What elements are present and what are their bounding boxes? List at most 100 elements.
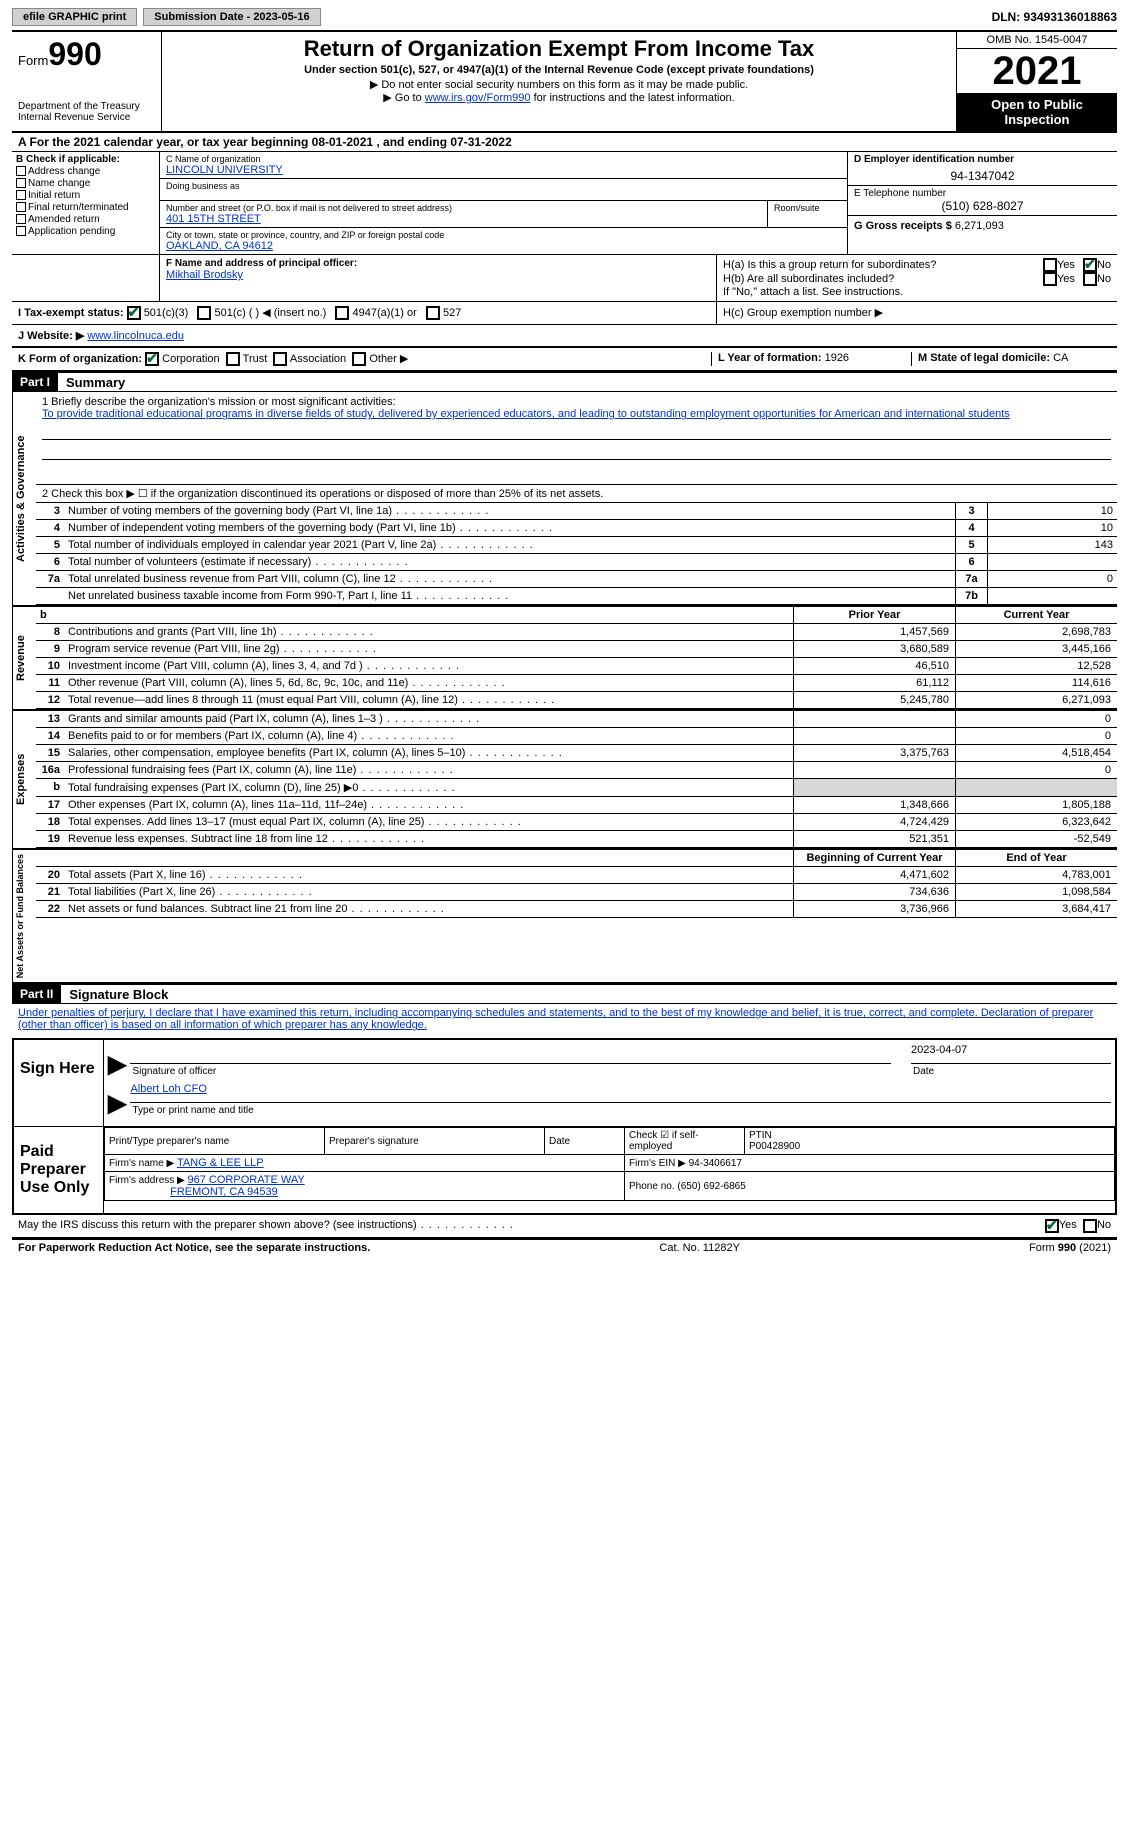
- officer-name-title: Albert Loh CFO: [130, 1083, 1111, 1103]
- firm-name-label: Firm's name ▶: [109, 1158, 174, 1169]
- checkbox-address-change[interactable]: [16, 166, 26, 176]
- hb-no-checkbox[interactable]: [1083, 272, 1097, 286]
- name-title-label: Type or print name and title: [130, 1103, 1111, 1118]
- city-value: OAKLAND, CA 94612: [166, 240, 841, 252]
- ha-no-checkbox[interactable]: [1083, 258, 1097, 272]
- discuss-no-checkbox[interactable]: [1083, 1219, 1097, 1233]
- firm-addr2: FREMONT, CA 94539: [170, 1186, 278, 1198]
- data-row: 22Net assets or fund balances. Subtract …: [36, 901, 1117, 918]
- street-value: 401 15TH STREET: [166, 213, 761, 225]
- data-row: bTotal fundraising expenses (Part IX, co…: [36, 779, 1117, 797]
- open-public-badge: Open to Public Inspection: [957, 93, 1117, 131]
- firm-name: TANG & LEE LLP: [177, 1157, 264, 1169]
- ein-value: 94-1347042: [854, 169, 1111, 183]
- data-row: 12Total revenue—add lines 8 through 11 (…: [36, 692, 1117, 709]
- prior-year-header: Prior Year: [793, 607, 955, 623]
- 501c-checkbox[interactable]: [197, 306, 211, 320]
- check-self-label: Check ☑ if self-employed: [625, 1128, 745, 1155]
- 4947-checkbox[interactable]: [335, 306, 349, 320]
- expenses-label: Expenses: [12, 711, 36, 848]
- part1-header: Part I: [12, 373, 58, 391]
- sig-date: 2023-04-07: [911, 1044, 1111, 1064]
- hb-label: H(b) Are all subordinates included?: [723, 273, 1043, 285]
- assoc-checkbox[interactable]: [273, 352, 287, 366]
- line1-label: 1 Briefly describe the organization's mi…: [42, 396, 1111, 408]
- cat-number: Cat. No. 11282Y: [659, 1242, 740, 1254]
- hb-yes-checkbox[interactable]: [1043, 272, 1057, 286]
- 527-checkbox[interactable]: [426, 306, 440, 320]
- state-domicile-value: CA: [1053, 352, 1068, 364]
- officer-label: F Name and address of principal officer:: [166, 258, 710, 269]
- checkbox-amended[interactable]: [16, 214, 26, 224]
- hc-label: H(c) Group exemption number ▶: [723, 307, 883, 319]
- begin-year-header: Beginning of Current Year: [793, 850, 955, 866]
- line2-text: 2 Check this box ▶ ☐ if the organization…: [36, 485, 1117, 503]
- phone-label: E Telephone number: [854, 188, 1111, 199]
- data-row: 19Revenue less expenses. Subtract line 1…: [36, 831, 1117, 848]
- note-ssn: ▶ Do not enter social security numbers o…: [170, 78, 948, 91]
- ein-label: D Employer identification number: [854, 154, 1111, 165]
- summary-row: 3Number of voting members of the governi…: [36, 503, 1117, 520]
- section-b: B Check if applicable: Address change Na…: [12, 152, 160, 254]
- omb-number: OMB No. 1545-0047: [957, 32, 1117, 49]
- prep-phone-label: Phone no.: [629, 1181, 675, 1192]
- other-checkbox[interactable]: [352, 352, 366, 366]
- ha-yes-checkbox[interactable]: [1043, 258, 1057, 272]
- form-number: 990: [48, 36, 101, 72]
- summary-row: 4Number of independent voting members of…: [36, 520, 1117, 537]
- website-value[interactable]: www.lincolnuca.edu: [87, 330, 184, 342]
- data-row: 15Salaries, other compensation, employee…: [36, 745, 1117, 762]
- discuss-yes-checkbox[interactable]: [1045, 1219, 1059, 1233]
- part2-title: Signature Block: [61, 987, 168, 1002]
- summary-row: 5Total number of individuals employed in…: [36, 537, 1117, 554]
- data-row: 13Grants and similar amounts paid (Part …: [36, 711, 1117, 728]
- line-a-tax-year: A For the 2021 calendar year, or tax yea…: [12, 133, 1117, 152]
- room-label: Room/suite: [774, 203, 841, 213]
- arrow-icon-2: ▶: [108, 1089, 126, 1118]
- firm-addr-label: Firm's address ▶: [109, 1175, 185, 1186]
- form-title: Return of Organization Exempt From Incom…: [170, 36, 948, 62]
- data-row: 9Program service revenue (Part VIII, lin…: [36, 641, 1117, 658]
- org-name: LINCOLN UNIVERSITY: [166, 164, 841, 176]
- col-b-header: b: [36, 607, 64, 623]
- efile-print-button[interactable]: efile GRAPHIC print: [12, 8, 137, 26]
- checkbox-final-return[interactable]: [16, 202, 26, 212]
- checkbox-application-pending[interactable]: [16, 226, 26, 236]
- data-row: 18Total expenses. Add lines 13–17 (must …: [36, 814, 1117, 831]
- discuss-text: May the IRS discuss this return with the…: [18, 1219, 1045, 1233]
- submission-date-button[interactable]: Submission Date - 2023-05-16: [143, 8, 320, 26]
- end-year-header: End of Year: [955, 850, 1117, 866]
- part2-header: Part II: [12, 985, 61, 1003]
- data-row: 21Total liabilities (Part X, line 26)734…: [36, 884, 1117, 901]
- checkbox-initial-return[interactable]: [16, 190, 26, 200]
- firm-ein: 94-3406617: [689, 1158, 742, 1169]
- governance-label: Activities & Governance: [12, 392, 36, 605]
- street-label: Number and street (or P.O. box if mail i…: [166, 203, 761, 213]
- city-label: City or town, state or province, country…: [166, 230, 841, 240]
- tax-exempt-label: I Tax-exempt status:: [18, 307, 124, 319]
- year-formation-label: L Year of formation:: [718, 352, 822, 364]
- irs-link[interactable]: www.irs.gov/Form990: [425, 92, 531, 104]
- revenue-label: Revenue: [12, 607, 36, 709]
- tax-year: 2021: [957, 49, 1117, 93]
- paid-preparer-label: Paid Preparer Use Only: [14, 1127, 104, 1213]
- dept-treasury: Department of the Treasury Internal Reve…: [18, 101, 155, 123]
- phone-value: (510) 628-8027: [854, 199, 1111, 213]
- summary-row: Net unrelated business taxable income fr…: [36, 588, 1117, 605]
- dba-label: Doing business as: [166, 181, 841, 191]
- corp-checkbox[interactable]: [145, 352, 159, 366]
- checkbox-name-change[interactable]: [16, 178, 26, 188]
- ptin-value: P00428900: [749, 1141, 800, 1152]
- paperwork-notice: For Paperwork Reduction Act Notice, see …: [18, 1242, 370, 1254]
- 501c3-checkbox[interactable]: [127, 306, 141, 320]
- gross-receipts-label: G Gross receipts $: [854, 220, 952, 232]
- year-formation-value: 1926: [825, 352, 849, 364]
- prep-phone: (650) 692-6865: [677, 1181, 745, 1192]
- firm-ein-label: Firm's EIN ▶: [629, 1158, 686, 1169]
- data-row: 16aProfessional fundraising fees (Part I…: [36, 762, 1117, 779]
- form-org-label: K Form of organization:: [18, 353, 142, 365]
- part1-title: Summary: [58, 375, 125, 390]
- trust-checkbox[interactable]: [226, 352, 240, 366]
- form-subtitle: Under section 501(c), 527, or 4947(a)(1)…: [170, 64, 948, 76]
- data-row: 14Benefits paid to or for members (Part …: [36, 728, 1117, 745]
